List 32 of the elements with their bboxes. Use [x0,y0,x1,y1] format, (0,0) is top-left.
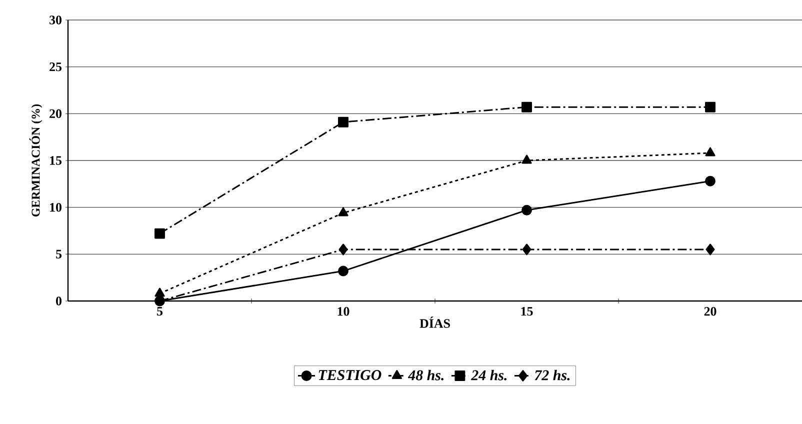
y-tick-label: 30 [50,16,62,24]
x-tick-label: 20 [704,307,716,316]
point [705,176,716,186]
y-tick-label: 10 [50,202,62,212]
point [522,244,532,256]
y-tick-label: 0 [56,296,62,306]
x-tick-label: 5 [157,307,163,316]
y-tick-label: 15 [50,156,62,165]
point [154,296,165,306]
x-axis-title: DÍAS [420,316,450,328]
y-tick-label: 20 [50,109,62,118]
y-axis-title: GERMINACIÓN (%) [29,104,42,217]
point [705,147,716,156]
point [522,102,532,112]
point [338,116,348,128]
legend-label: 72 hs. [534,370,570,380]
point [522,204,532,216]
legend-label: 24 hs. [470,370,507,380]
point [154,228,165,239]
x-tick-label: 15 [521,307,533,316]
point [706,244,715,256]
point [338,244,348,256]
point [522,154,532,164]
legend-label: TESTIGO [318,370,382,380]
y-tick-label: 5 [56,250,62,258]
legend-label: 48 hs. [408,370,444,380]
x-tick-label: 10 [338,307,350,316]
point [338,207,348,216]
point [154,288,165,297]
point [705,102,716,112]
point [338,266,348,276]
y-tick-label: 25 [50,62,62,72]
